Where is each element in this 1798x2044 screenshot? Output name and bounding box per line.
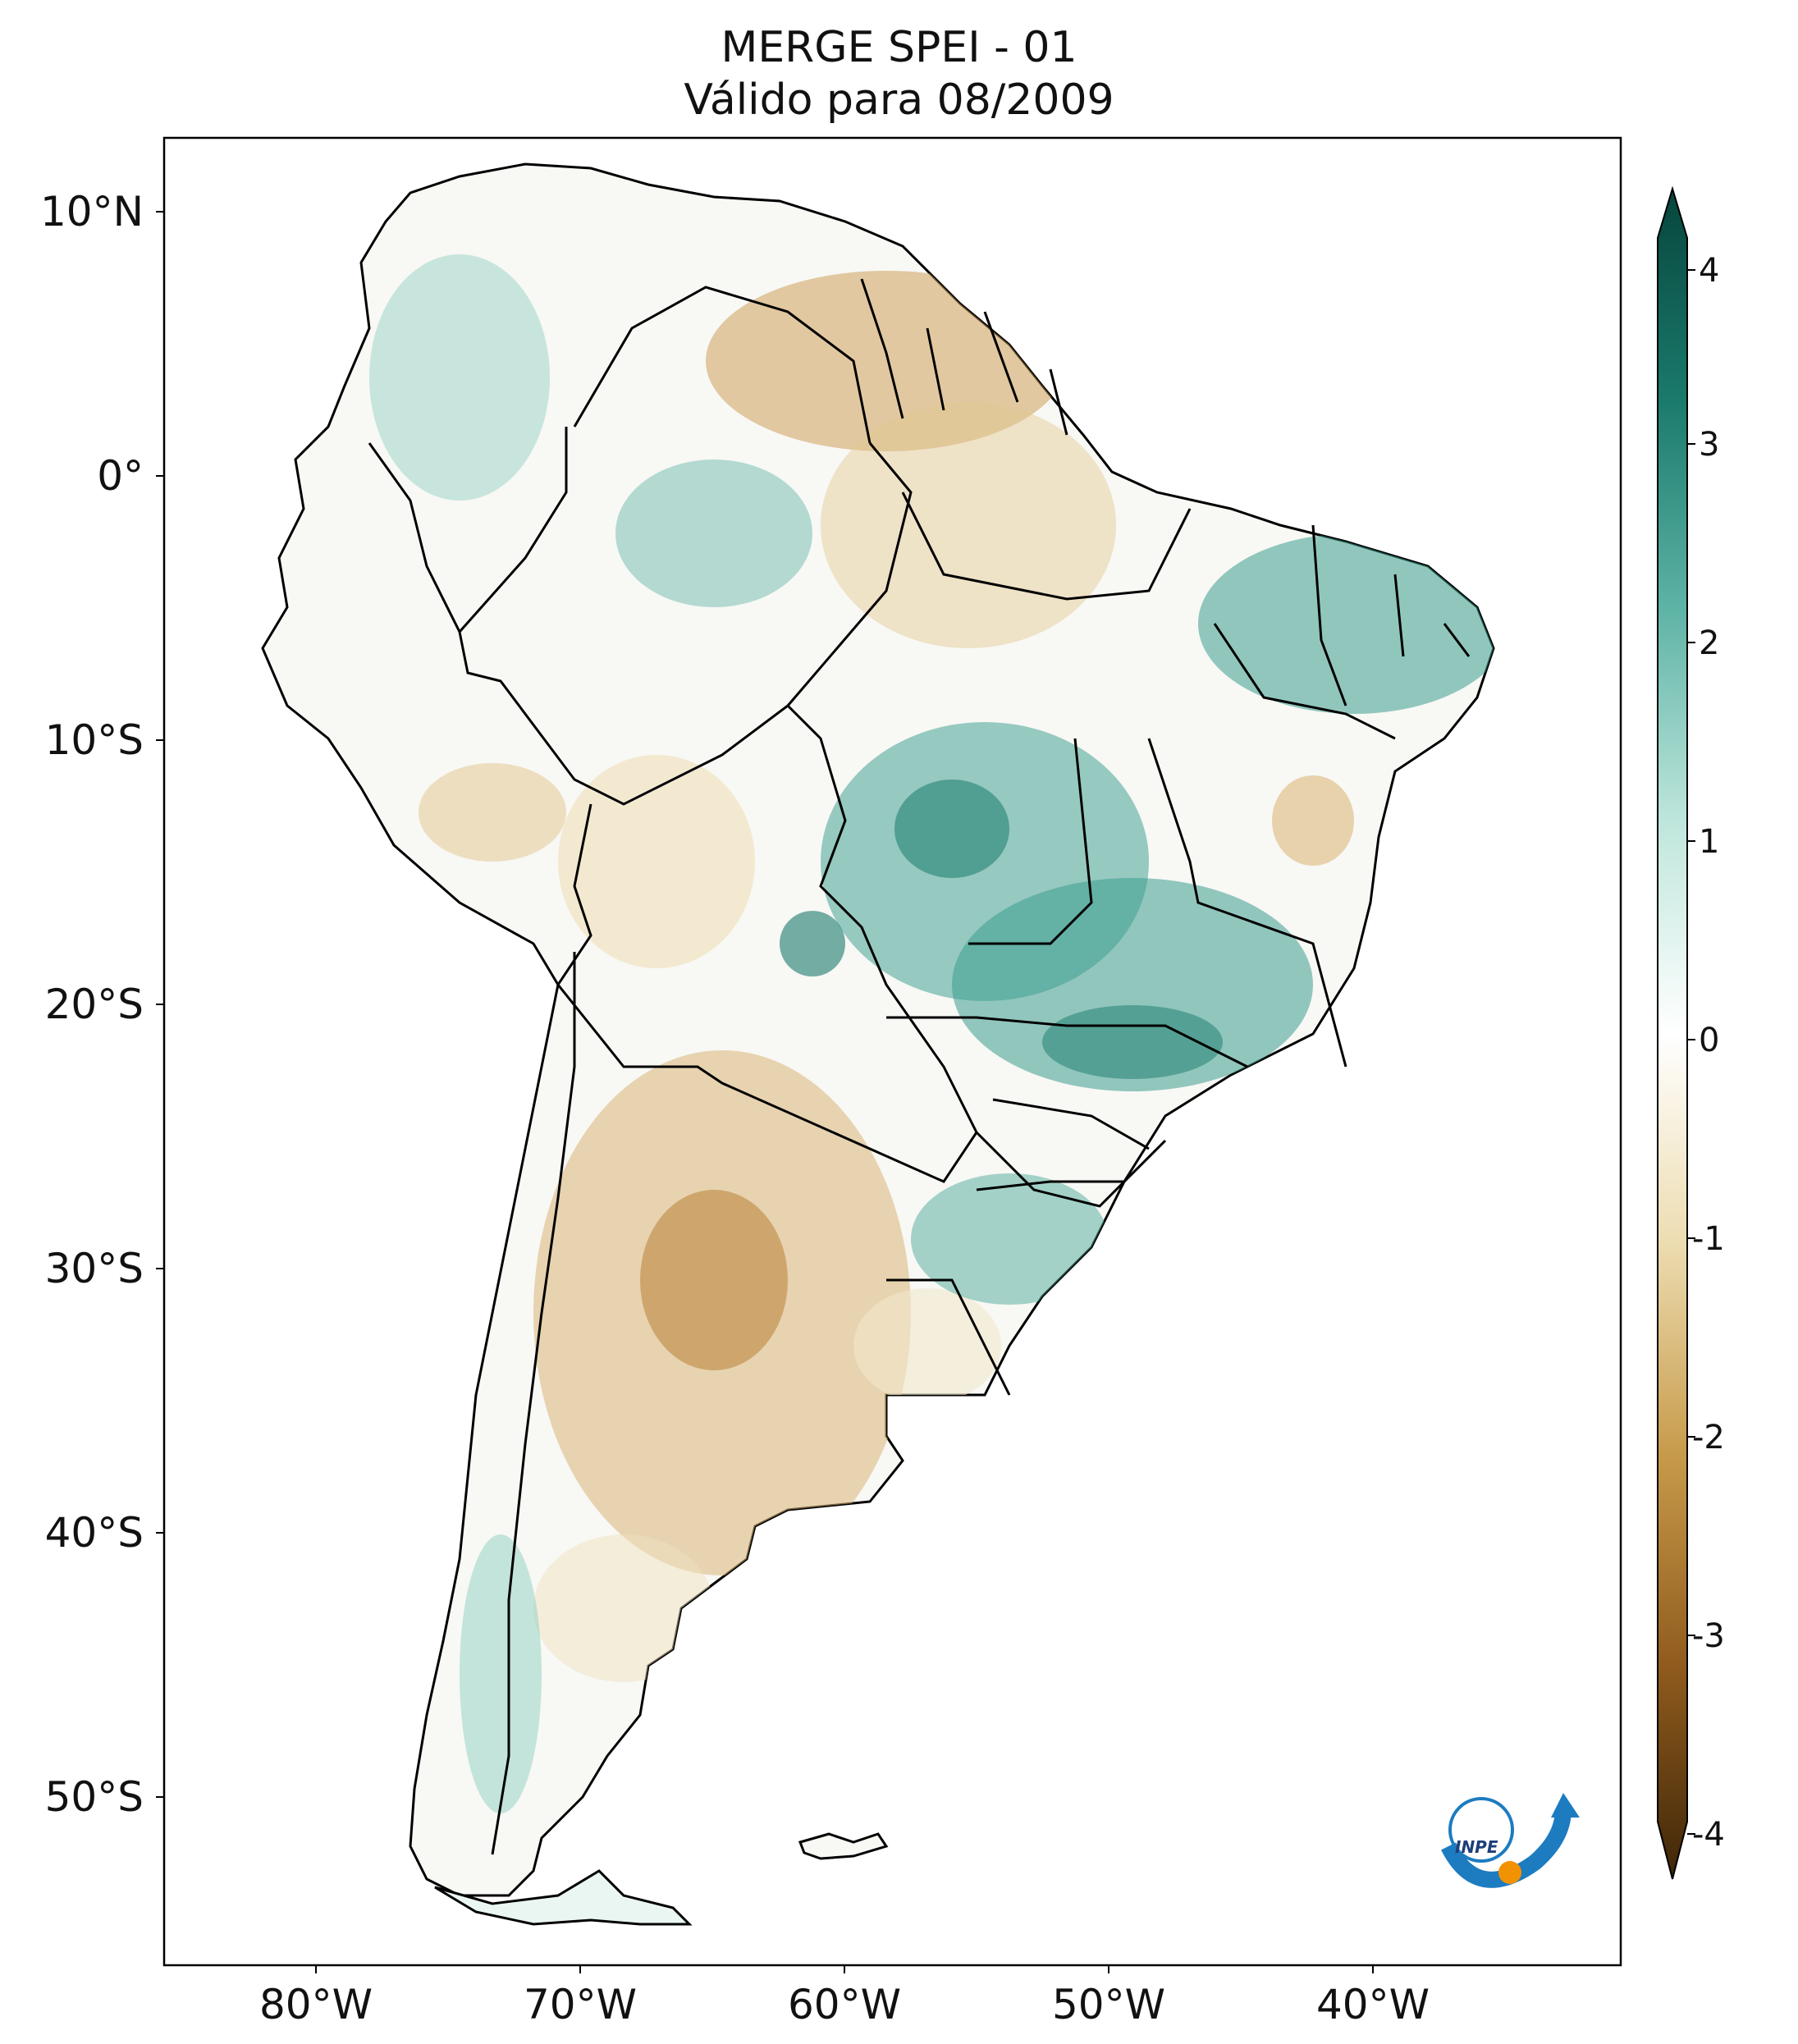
colorbar-label: 1 [1699,823,1719,861]
x-tick-label-70w: 70°W [524,1981,637,2028]
dry-anomaly-patagonia [533,1534,714,1682]
dry-anomaly-argentina-core [640,1190,788,1370]
wet-anomaly-colombia [369,254,550,501]
wet-anomaly-south-brazil [911,1173,1108,1305]
inpe-logo-icon: INPE [1441,1793,1580,1888]
colorbar-label: -1 [1692,1220,1725,1258]
dry-anomaly-para [821,402,1116,648]
y-tick-label-0: 0° [97,452,144,500]
y-tick-label-10s: 10°S [45,716,144,764]
border-brazil-west [458,427,913,806]
border-brazil-states-north [901,492,1396,1068]
logo-orange-dot [1498,1861,1521,1884]
border-bolivia-paraguay [556,803,978,1183]
dry-anomaly-uruguay [853,1288,1001,1403]
colorbar-label: 0 [1699,1022,1719,1059]
colorbar-label: -2 [1692,1419,1725,1456]
x-axis: 80°W 70°W 60°W 50°W 40°W [259,1965,1430,2028]
wet-anomaly-southeast [952,878,1313,1091]
land-mass [261,162,1495,1926]
map-title-line2: Válido para 08/2009 [684,75,1114,125]
wet-anomaly-chile-south [460,1534,542,1813]
border-guianas [860,278,1068,436]
colorbar-ticks [1687,269,1695,1835]
border-venezuela-brazil [573,286,872,444]
border-brazil-south [786,704,1167,1208]
colorbar-label: 4 [1699,252,1719,290]
x-tick-label-80w: 80°W [259,1981,373,2028]
colorbar-label: 3 [1699,426,1719,464]
border-brazil-states-northeast [1311,524,1471,706]
dry-anomaly-bolivia [558,755,755,968]
x-tick-label-50w: 50°W [1052,1981,1165,2028]
borders [368,278,1471,1855]
border-chile-argentina [491,952,576,1855]
wet-anomaly-sao-paulo [1042,1005,1223,1079]
colorbar-label: -3 [1692,1617,1725,1655]
y-tick-label-40s: 40°S [45,1509,144,1557]
y-tick-label-10n: 10°N [40,188,144,235]
map-panel: 10°N 0° 10°S 20°S 30°S 40°S 50°S 80°W 70… [40,136,1622,2028]
spei-field [369,254,1494,1813]
logo-orbit-ring [1448,1797,1514,1863]
wet-anomaly-mato-grosso [894,780,1009,878]
colorbar-label: 2 [1699,624,1719,662]
tierra-del-fuego [434,1869,693,1926]
y-tick-label-20s: 20°S [45,981,144,1028]
x-tick-label-40w: 40°W [1316,1981,1430,2028]
dry-anomaly-bahia [1272,775,1354,866]
logo-arrow-head [1551,1793,1580,1818]
y-tick-label-50s: 50°S [45,1773,144,1821]
wet-anomaly-amazon [615,460,812,607]
y-axis: 10°N 0° 10°S 20°S 30°S 40°S 50°S [40,188,164,1821]
falkland-islands [798,1832,889,1860]
logo-swoosh [1441,1809,1572,1888]
border-brazil-states-south [886,1016,1248,1191]
border-colombia-peru [368,442,461,633]
dry-anomaly-peru [419,763,566,862]
colorbar-label: -4 [1692,1816,1725,1854]
wet-anomaly-paraguay [780,911,845,976]
logo-text: INPE [1455,1837,1498,1857]
border-uruguay [886,1278,1011,1396]
x-tick-label-60w: 60°W [788,1981,901,2028]
map-title-line1: MERGE SPEI - 01 [721,23,1077,72]
y-tick-label-30s: 30°S [45,1245,144,1292]
wet-anomaly-northeast [1198,533,1494,714]
colorbar: 4 3 2 1 0 -1 -2 -3 -4 [1657,185,1725,1880]
colorbar-body [1657,185,1688,1880]
